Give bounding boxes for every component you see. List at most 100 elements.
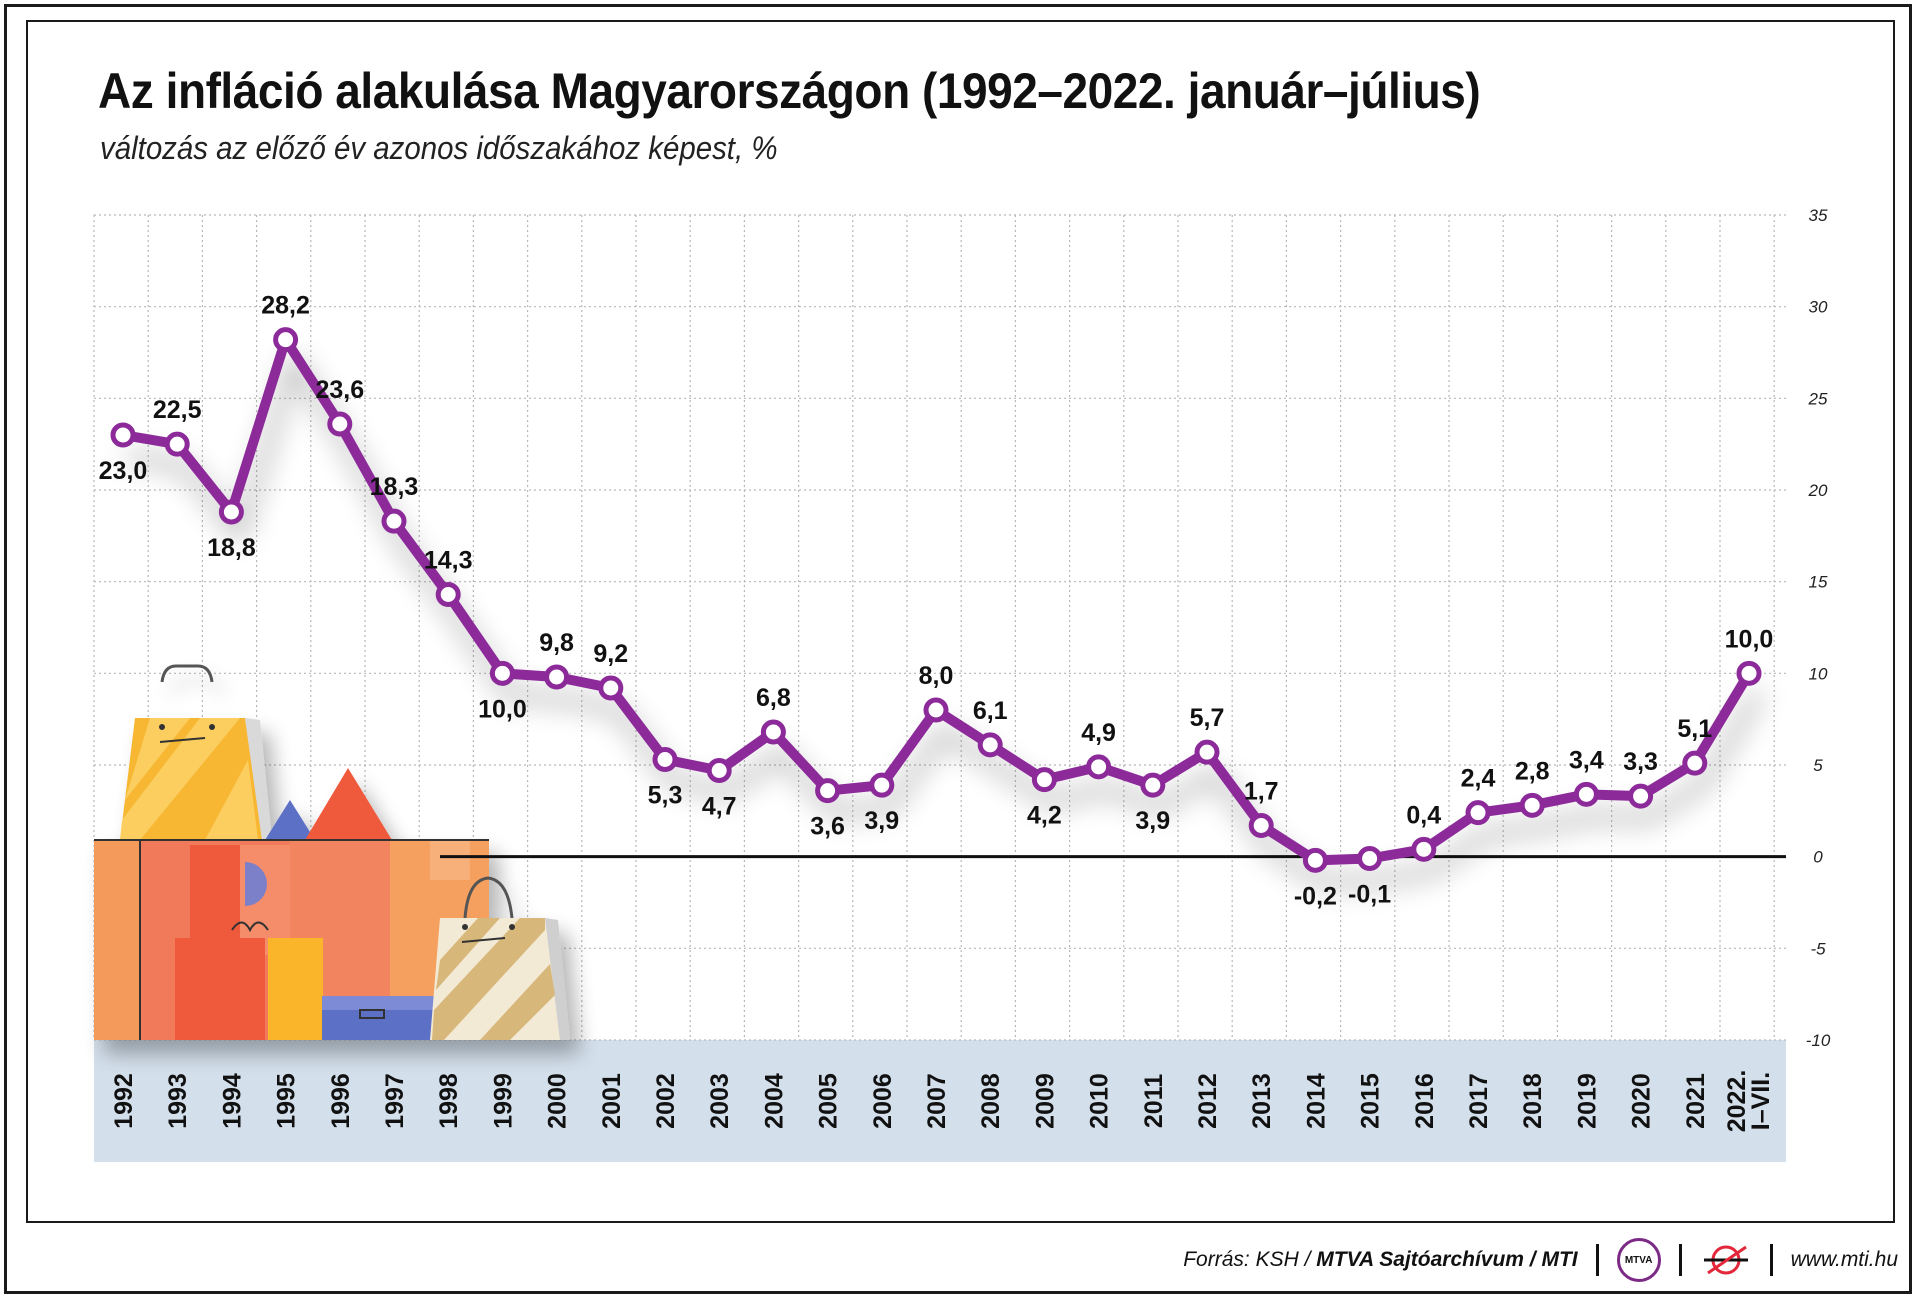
data-point (869, 772, 895, 798)
shopping-bag-yellow (120, 664, 272, 840)
data-point (544, 664, 570, 690)
series-line (118, 334, 1754, 866)
data-point (815, 778, 841, 804)
data-label: 4,7 (702, 793, 737, 821)
data-label: 9,2 (593, 640, 628, 668)
x-tick-label: 2001 (598, 1073, 626, 1129)
data-label: 23,0 (99, 457, 148, 485)
x-tick-label: 2016 (1411, 1073, 1439, 1129)
data-label: 2,4 (1461, 765, 1496, 793)
y-tick-label: 35 (1809, 206, 1828, 225)
x-tick-label: 2017 (1465, 1073, 1493, 1129)
chart-title: Az infláció alakulása Magyarországon (19… (98, 63, 1481, 119)
shopping-bag-striped (430, 876, 570, 1040)
data-label: 8,0 (919, 662, 954, 690)
x-tick-label: 2010 (1086, 1073, 1114, 1129)
x-tick-label: 2003 (706, 1073, 734, 1129)
y-tick-label: 30 (1809, 298, 1828, 317)
data-point (1302, 847, 1328, 873)
data-label: 18,8 (207, 534, 256, 562)
y-axis: 35 30 25 20 15 10 5 0 -5 -10 (1806, 206, 1831, 1050)
data-point (1465, 800, 1491, 826)
data-label: -0,2 (1294, 882, 1337, 910)
shopping-illustration (94, 664, 570, 1040)
x-tick-label: 1994 (218, 1073, 246, 1129)
x-tick-label: 2022.I–VII. (1723, 1070, 1775, 1133)
data-label: 4,2 (1027, 802, 1062, 830)
data-label: 6,1 (973, 697, 1008, 725)
data-point (923, 697, 949, 723)
x-tick-label: 1992 (110, 1073, 138, 1129)
x-tick-label: 2002 (652, 1073, 680, 1129)
mti-logo-icon (1703, 1245, 1748, 1275)
footer-separator (1769, 1244, 1773, 1276)
data-point (164, 431, 190, 457)
x-tick-label: 2018 (1519, 1073, 1547, 1129)
data-label: 18,3 (370, 473, 419, 501)
box-triangle-blue (265, 800, 315, 840)
data-point (1628, 783, 1654, 809)
data-point (1140, 772, 1166, 798)
website-link[interactable]: www.mti.hu (1790, 1248, 1898, 1271)
data-point (273, 327, 299, 353)
data-point (760, 719, 786, 745)
data-point (1573, 781, 1599, 807)
x-tick-label: 2019 (1573, 1073, 1601, 1129)
data-point (381, 508, 407, 534)
x-axis: 1992 1993 1994 1995 1996 1997 1998 1999 2000 2001… (110, 1070, 1775, 1133)
source-agency: MTVA Sajtóarchívum / MTI (1316, 1248, 1578, 1271)
data-point (652, 747, 678, 772)
y-tick-label: 10 (1809, 664, 1828, 683)
source-credit: Forrás: KSH / MTVA Sajtóarchívum / MTI (1183, 1248, 1577, 1272)
x-tick-label: 1998 (435, 1073, 463, 1129)
data-label: 0,4 (1406, 801, 1441, 829)
data-label: -0,1 (1348, 881, 1391, 909)
x-tick-label: 2006 (869, 1073, 897, 1129)
x-tick-label: 2013 (1248, 1073, 1276, 1129)
data-label: 14,3 (424, 547, 473, 575)
data-point (1519, 792, 1545, 818)
data-point (1411, 836, 1437, 862)
data-point (218, 499, 244, 525)
x-axis-band (94, 1040, 1786, 1162)
footer: Forrás: KSH / MTVA Sajtóarchívum / MTI M… (1183, 1238, 1898, 1282)
data-labels: 23,0 22,5 18,8 28,2 23,6 18,3 14,3 10,0 9,8 9,2 5,… (99, 292, 1774, 911)
data-point (1248, 813, 1274, 838)
gift-box-stack (94, 839, 489, 1040)
data-label: 23,6 (315, 376, 364, 404)
x-tick-label: 2004 (760, 1073, 788, 1129)
data-label: 6,8 (756, 684, 791, 712)
x-tick-label: 2011 (1140, 1074, 1168, 1128)
data-label: 4,9 (1081, 719, 1116, 747)
y-tick-label: 15 (1809, 573, 1828, 592)
x-tick-label: 1997 (381, 1073, 409, 1129)
data-label: 1,7 (1244, 778, 1279, 806)
data-point (1031, 767, 1057, 793)
x-tick-label: 2012 (1194, 1073, 1222, 1129)
x-tick-label: 1995 (273, 1073, 301, 1129)
data-label: 3,9 (1135, 807, 1170, 835)
data-point (435, 582, 461, 607)
footer-separator (1595, 1244, 1599, 1276)
mtva-logo-text: MTVA (1624, 1254, 1653, 1266)
data-point (706, 758, 732, 783)
y-tick-label: -5 (1810, 939, 1826, 958)
data-point (489, 660, 515, 686)
data-label: 22,5 (153, 396, 202, 424)
data-point (598, 675, 624, 701)
data-label: 10,0 (1725, 625, 1774, 653)
y-tick-label: 25 (1808, 389, 1828, 408)
x-tick-label: 2008 (977, 1073, 1005, 1129)
mtva-logo-icon: MTVA (1616, 1238, 1661, 1282)
data-point (1194, 739, 1220, 765)
y-tick-label: 20 (1808, 481, 1828, 500)
data-point (1357, 846, 1383, 871)
data-label: 9,8 (539, 629, 574, 657)
data-label: 3,4 (1569, 746, 1604, 774)
y-tick-label: -10 (1806, 1031, 1831, 1050)
data-label: 3,9 (864, 807, 899, 835)
x-tick-label: 2009 (1031, 1073, 1059, 1129)
footer-separator (1678, 1244, 1682, 1276)
data-point (1682, 750, 1708, 776)
